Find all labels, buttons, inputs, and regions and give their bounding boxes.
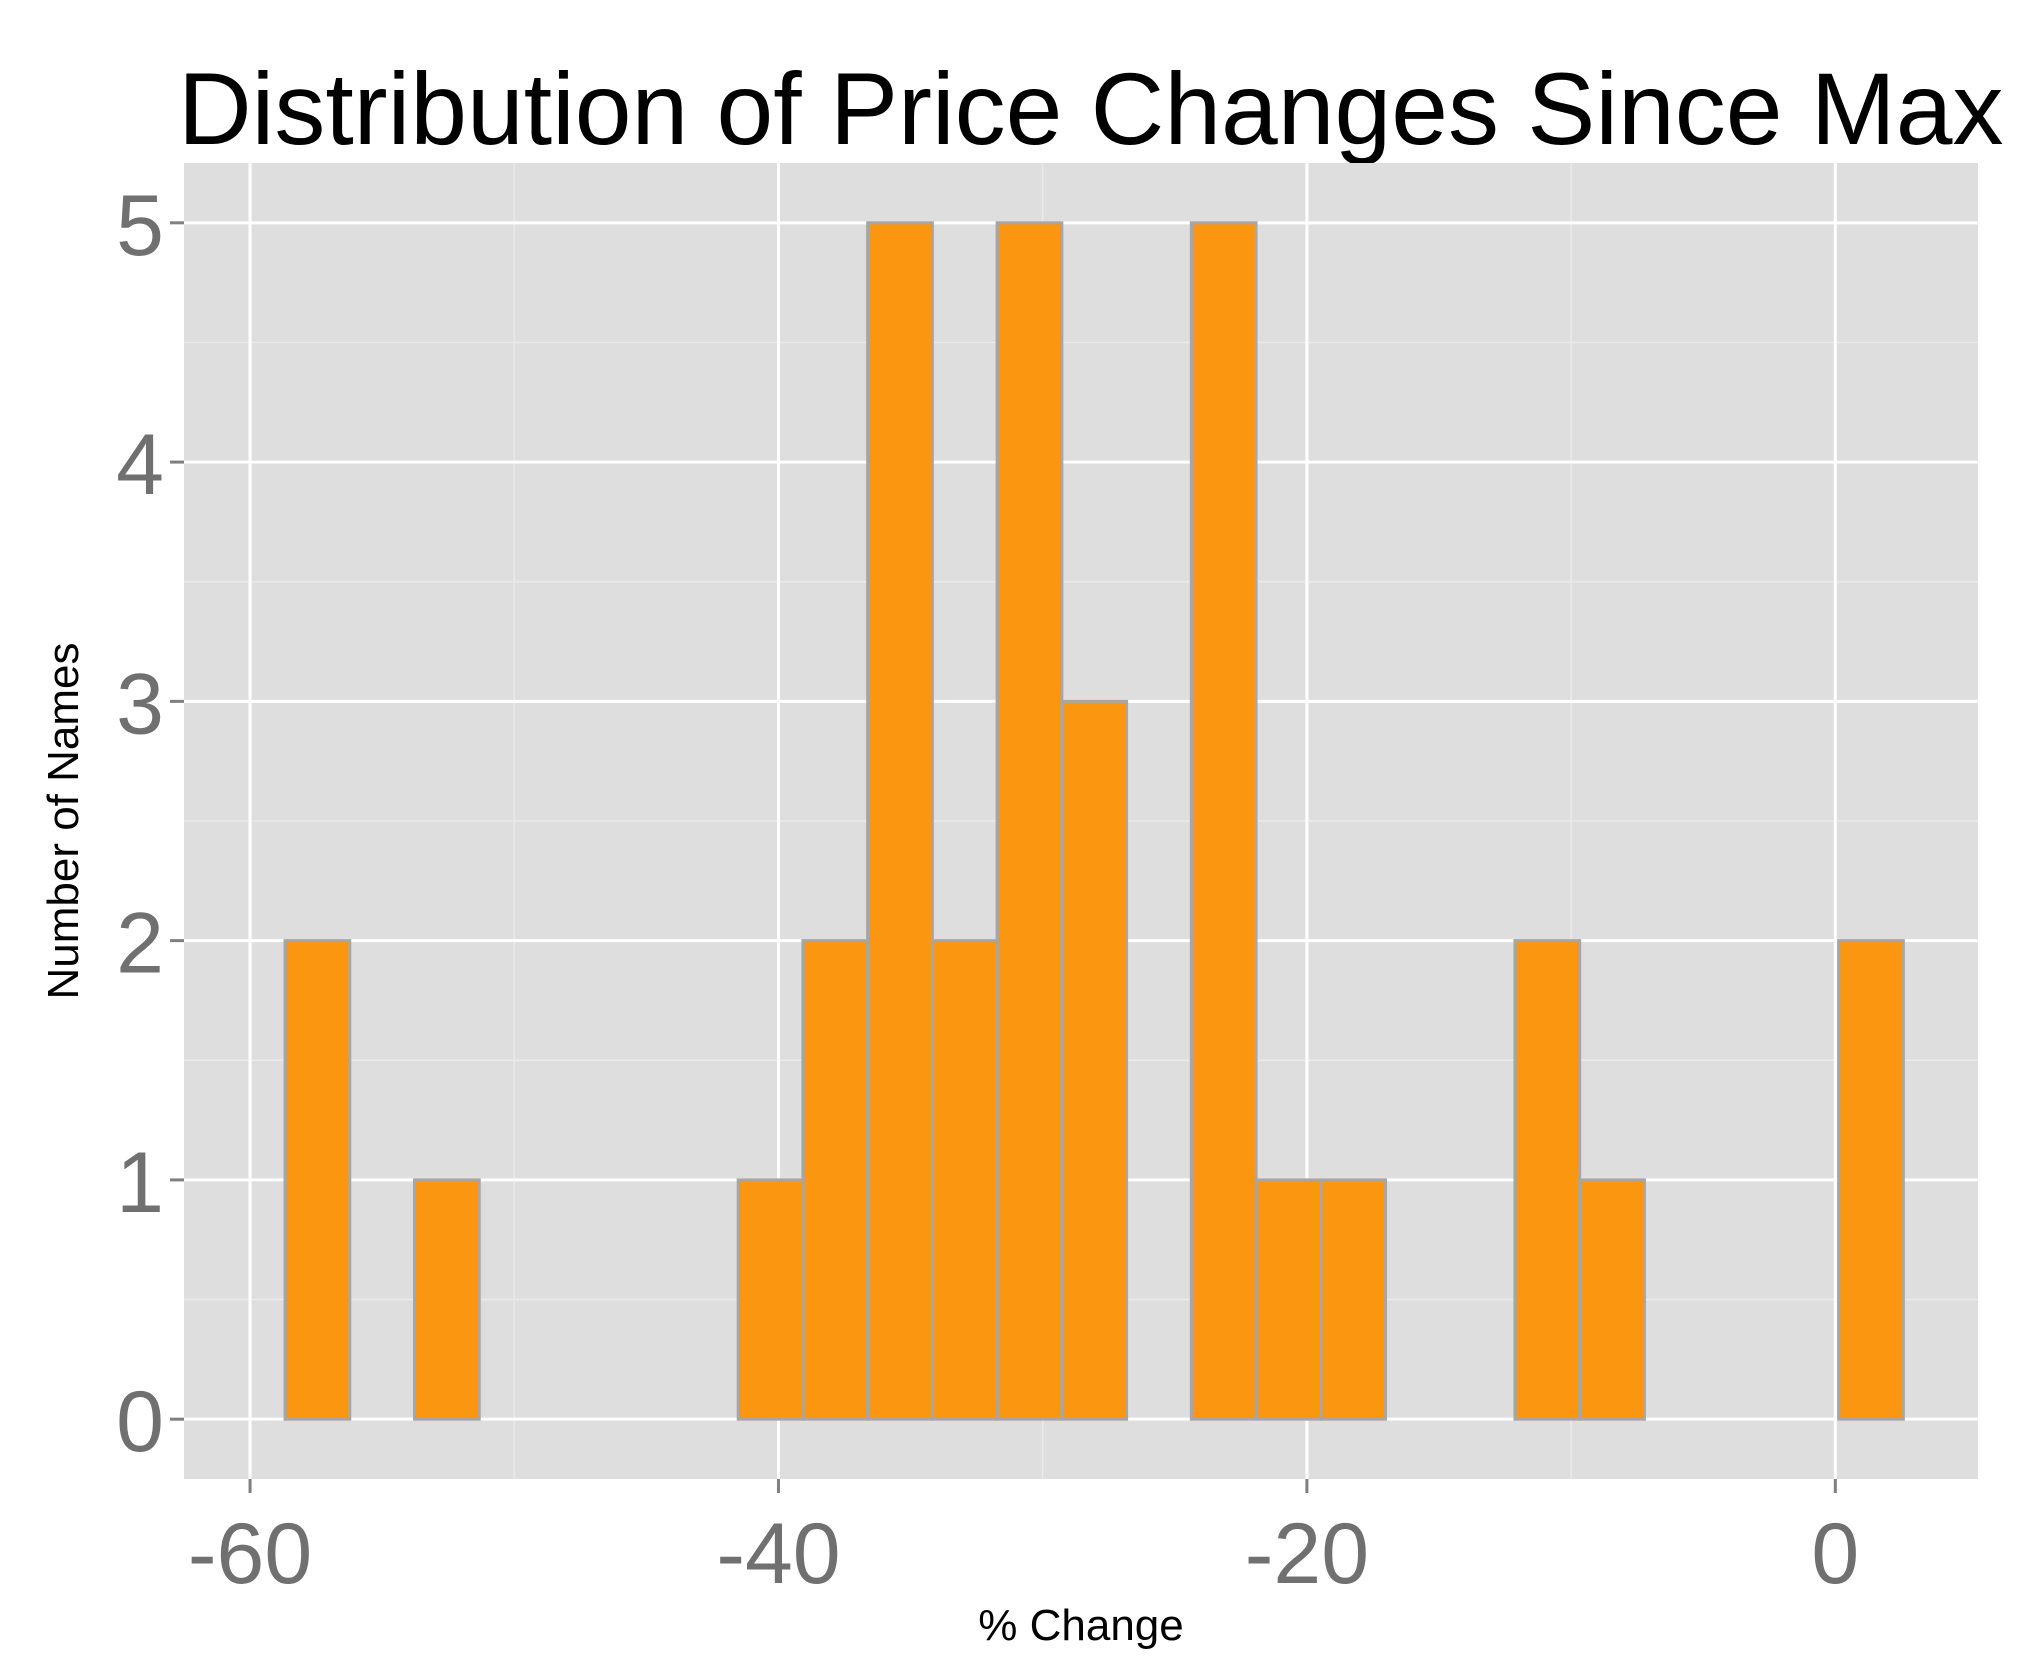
histogram-bar xyxy=(1254,1178,1323,1421)
histogram-bar xyxy=(1578,1178,1646,1421)
histogram-bars xyxy=(283,221,1905,1421)
x-axis-ticks: -60 -40 -20 0 xyxy=(188,1479,1859,1602)
y-tick-label: 0 xyxy=(116,1374,164,1470)
histogram-bar xyxy=(866,221,934,1421)
y-tick-label: 1 xyxy=(116,1135,164,1231)
histogram-bar xyxy=(1513,939,1582,1421)
y-axis-title: Number of Names xyxy=(39,642,88,999)
histogram-bar xyxy=(1060,699,1129,1421)
histogram-bar xyxy=(801,939,870,1421)
histogram-bar xyxy=(930,939,999,1421)
x-tick-label: 0 xyxy=(1811,1506,1859,1602)
histogram-bar xyxy=(413,1178,481,1421)
histogram-bar xyxy=(736,1178,805,1421)
y-tick-label: 4 xyxy=(116,417,164,513)
x-tick-label: -40 xyxy=(716,1506,840,1602)
x-tick-label: -60 xyxy=(188,1506,312,1602)
histogram-bar xyxy=(283,939,352,1421)
y-tick-label: 3 xyxy=(116,656,164,752)
histogram-bar xyxy=(1837,939,1905,1421)
y-axis-ticks: 0 1 2 3 4 5 xyxy=(116,178,184,1470)
y-tick-label: 5 xyxy=(116,178,164,274)
histogram-bar xyxy=(1319,1178,1388,1421)
y-tick-label: 2 xyxy=(116,896,164,992)
chart-title: Distribution of Price Changes Since Max xyxy=(178,52,2004,166)
histogram-bar xyxy=(1189,221,1258,1421)
x-tick-label: -20 xyxy=(1245,1506,1369,1602)
histogram-bar xyxy=(995,221,1064,1421)
x-axis-title: % Change xyxy=(978,1601,1183,1650)
